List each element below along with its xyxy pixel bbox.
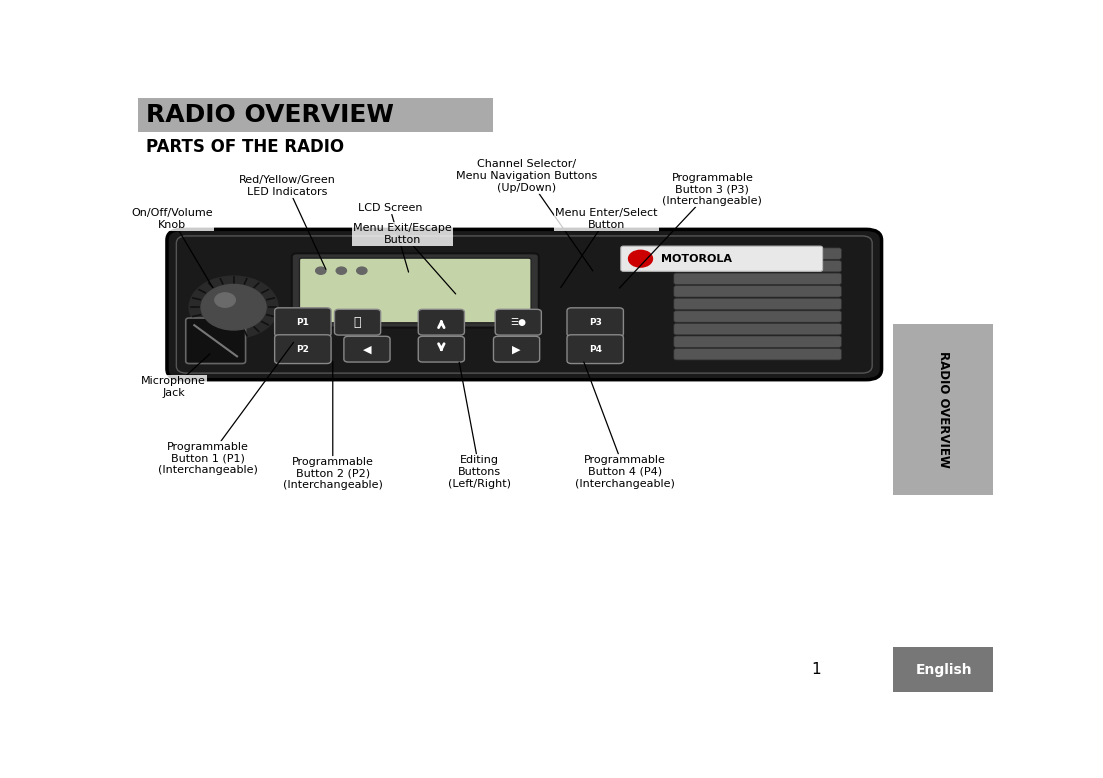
- Text: Editing
Buttons
(Left/Right): Editing Buttons (Left/Right): [448, 363, 512, 489]
- Text: Programmable
Button 4 (P4)
(Interchangeable): Programmable Button 4 (P4) (Interchangea…: [575, 362, 675, 489]
- Circle shape: [215, 293, 235, 307]
- FancyBboxPatch shape: [138, 97, 493, 132]
- Circle shape: [356, 267, 367, 275]
- Text: MOTOROLA: MOTOROLA: [661, 254, 732, 264]
- FancyBboxPatch shape: [275, 308, 331, 337]
- Text: ⏻: ⏻: [354, 316, 362, 328]
- Text: Programmable
Button 1 (P1)
(Interchangeable): Programmable Button 1 (P1) (Interchangea…: [158, 342, 293, 475]
- Text: P2: P2: [297, 345, 309, 354]
- FancyBboxPatch shape: [674, 286, 842, 297]
- FancyBboxPatch shape: [892, 324, 993, 495]
- Text: 1: 1: [811, 662, 821, 677]
- Text: RADIO OVERVIEW: RADIO OVERVIEW: [147, 103, 395, 127]
- FancyBboxPatch shape: [567, 335, 623, 363]
- FancyBboxPatch shape: [567, 308, 623, 337]
- FancyBboxPatch shape: [674, 248, 842, 259]
- FancyBboxPatch shape: [674, 261, 842, 272]
- Text: Menu Exit/Escape
Button: Menu Exit/Escape Button: [353, 223, 456, 294]
- FancyBboxPatch shape: [275, 335, 331, 363]
- FancyBboxPatch shape: [334, 310, 381, 335]
- FancyBboxPatch shape: [344, 336, 390, 362]
- Text: Channel Selector/
Menu Navigation Buttons
(Up/Down): Channel Selector/ Menu Navigation Button…: [457, 159, 598, 271]
- Text: RADIO OVERVIEW: RADIO OVERVIEW: [938, 351, 951, 468]
- Circle shape: [312, 265, 330, 277]
- Circle shape: [190, 276, 278, 338]
- Text: P1: P1: [297, 317, 309, 327]
- Circle shape: [336, 267, 346, 275]
- FancyBboxPatch shape: [621, 246, 823, 272]
- Text: Menu Enter/Select
Button: Menu Enter/Select Button: [555, 209, 657, 288]
- Circle shape: [629, 251, 653, 267]
- Circle shape: [353, 265, 371, 277]
- FancyBboxPatch shape: [418, 336, 464, 362]
- Text: P4: P4: [589, 345, 602, 354]
- Text: PARTS OF THE RADIO: PARTS OF THE RADIO: [147, 138, 344, 156]
- Text: Red/Yellow/Green
LED Indicators: Red/Yellow/Green LED Indicators: [239, 175, 336, 269]
- Text: P3: P3: [589, 317, 601, 327]
- Circle shape: [315, 267, 326, 275]
- FancyBboxPatch shape: [418, 310, 464, 335]
- Text: ◀: ◀: [363, 344, 372, 354]
- FancyBboxPatch shape: [167, 230, 881, 380]
- FancyBboxPatch shape: [493, 336, 539, 362]
- FancyBboxPatch shape: [674, 324, 842, 335]
- Circle shape: [201, 285, 266, 330]
- Text: Microphone
Jack: Microphone Jack: [141, 354, 210, 398]
- Text: ☰●: ☰●: [511, 317, 526, 327]
- FancyBboxPatch shape: [674, 349, 842, 360]
- Text: ▶: ▶: [512, 344, 521, 354]
- FancyBboxPatch shape: [674, 298, 842, 310]
- FancyBboxPatch shape: [291, 254, 538, 328]
- FancyBboxPatch shape: [892, 647, 993, 692]
- FancyBboxPatch shape: [674, 273, 842, 285]
- FancyBboxPatch shape: [185, 318, 246, 363]
- Circle shape: [333, 265, 350, 277]
- FancyBboxPatch shape: [299, 258, 532, 323]
- FancyBboxPatch shape: [674, 311, 842, 322]
- Text: Programmable
Button 3 (P3)
(Interchangeable): Programmable Button 3 (P3) (Interchangea…: [620, 173, 762, 288]
- Text: LCD Screen: LCD Screen: [357, 203, 422, 272]
- Text: English: English: [915, 663, 972, 677]
- FancyBboxPatch shape: [495, 310, 542, 335]
- Text: Programmable
Button 2 (P2)
(Interchangeable): Programmable Button 2 (P2) (Interchangea…: [282, 361, 383, 490]
- FancyBboxPatch shape: [674, 336, 842, 347]
- Text: On/Off/Volume
Knob: On/Off/Volume Knob: [131, 209, 213, 287]
